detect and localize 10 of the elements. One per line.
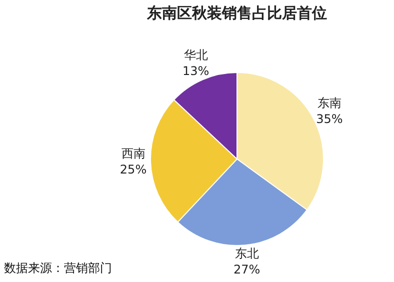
data-label: 25% (120, 162, 147, 176)
data-label: 27% (233, 262, 260, 276)
slice-label: 西南 (121, 146, 146, 160)
data-label: 35% (316, 112, 343, 126)
data-label: 13% (182, 64, 210, 78)
source-note: 数据来源：营销部门 (4, 260, 112, 277)
slice-label: 东南 (317, 96, 342, 110)
slice-label: 东北 (234, 246, 259, 260)
chart-title: 东南区秋装销售占比居首位 (146, 4, 328, 23)
slice-label: 华北 (184, 48, 208, 62)
